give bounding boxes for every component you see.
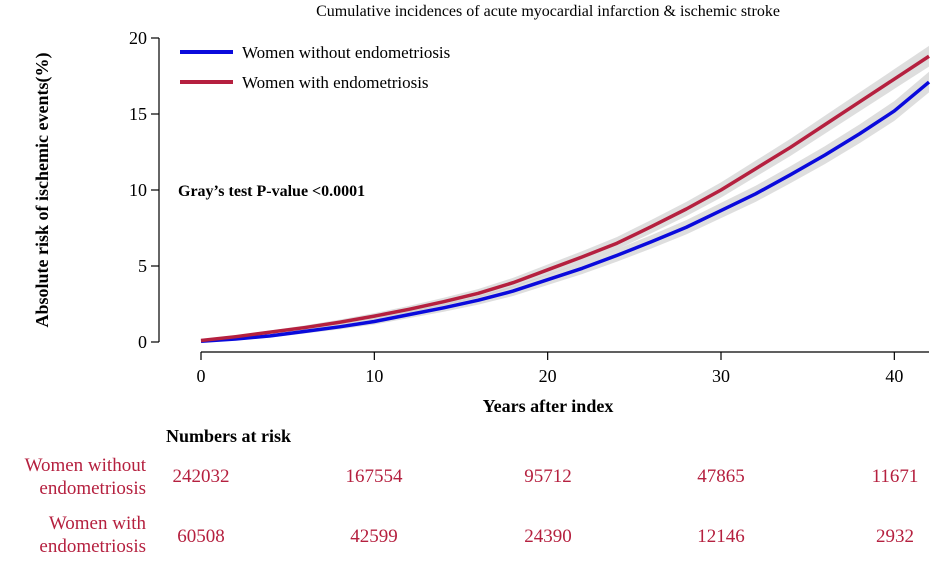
x-tick-label: 20 [539,366,557,386]
risk-row-label-with-line2: endometriosis [39,536,146,557]
x-tick-label: 0 [197,366,206,386]
y-tick-label: 20 [129,28,147,48]
y-tick-label: 5 [138,256,147,276]
x-tick-label: 30 [712,366,730,386]
risk-value-without-20: 95712 [524,466,572,487]
axes: 0 10 20 30 40 0 5 10 15 20 [129,28,929,386]
series-lines [200,54,931,343]
x-axis-label: Years after index [483,396,614,416]
risk-row-label-with-line1: Women with [48,513,146,534]
x-tick-label: 10 [365,366,383,386]
y-axis-label: Absolute risk of ischemic events(%) [32,53,53,328]
risk-value-with-0: 60508 [177,526,225,547]
risk-row-label-without-line2: endometriosis [39,478,146,499]
chart-svg: Cumulative incidences of acute myocardia… [32,3,931,416]
y-tick-label: 10 [129,180,147,200]
x-tick-label: 40 [885,366,903,386]
risk-row-label-with: Women with endometriosis [0,512,146,558]
numbers-at-risk-table: Numbers at risk Women without endometrio… [0,420,933,562]
risk-value-with-10: 42599 [350,526,398,547]
risk-row-label-without: Women without endometriosis [0,454,146,500]
y-tick-label: 15 [129,104,147,124]
risk-value-with-30: 12146 [697,526,745,547]
risk-value-with-20: 24390 [524,526,572,547]
legend: Women without endometriosis Women with en… [180,43,450,92]
series-line-with-endometriosis [200,54,930,343]
y-tick-label: 0 [138,332,147,352]
annotation-pvalue: Gray’s test P-value <0.0001 [178,183,365,200]
risk-row-label-without-line1: Women without [24,455,146,476]
risk-value-without-0: 242032 [172,466,230,487]
risk-value-without-30: 47865 [697,466,745,487]
risk-value-with-40: 2932 [876,526,914,547]
risk-value-without-10: 167554 [345,466,403,487]
risk-value-without-40: 11671 [871,466,919,487]
legend-label-without: Women without endometriosis [242,43,450,62]
series-line-without-endometriosis [200,80,931,343]
ci-band-without [201,71,929,342]
legend-label-with: Women with endometriosis [242,73,429,92]
chart-title: Cumulative incidences of acute myocardia… [316,3,780,20]
risk-table-title: Numbers at risk [166,426,291,446]
